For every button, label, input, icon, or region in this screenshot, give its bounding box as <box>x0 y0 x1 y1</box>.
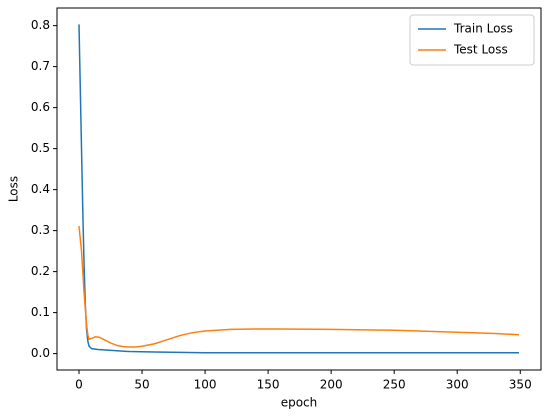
x-tick-label: 350 <box>509 378 532 392</box>
y-tick-label: 0.4 <box>31 182 50 196</box>
y-tick-label: 0.2 <box>31 264 50 278</box>
plot-frame <box>56 7 542 371</box>
x-tick-label: 300 <box>446 378 469 392</box>
y-tick-label: 0.7 <box>31 59 50 73</box>
x-tick-label: 150 <box>257 378 280 392</box>
x-tick-label: 0 <box>75 378 83 392</box>
y-axis-label: Loss <box>7 176 21 202</box>
legend-label: Train Loss <box>453 22 513 36</box>
y-tick-label: 0.5 <box>31 141 50 155</box>
y-tick-label: 0.3 <box>31 223 50 237</box>
legend-box <box>409 14 535 66</box>
y-tick-label: 0.8 <box>31 18 50 32</box>
y-tick-label: 0.0 <box>31 346 50 360</box>
x-tick-label: 50 <box>134 378 149 392</box>
y-tick-label: 0.1 <box>31 305 50 319</box>
x-axis-label: epoch <box>281 396 318 410</box>
line <box>78 226 520 348</box>
line <box>78 24 519 354</box>
x-tick-label: 200 <box>320 378 343 392</box>
x-tick-label: 100 <box>194 378 217 392</box>
legend-label: Test Loss <box>453 43 508 57</box>
y-tick-label: 0.6 <box>31 100 50 114</box>
x-tick-label: 250 <box>383 378 406 392</box>
